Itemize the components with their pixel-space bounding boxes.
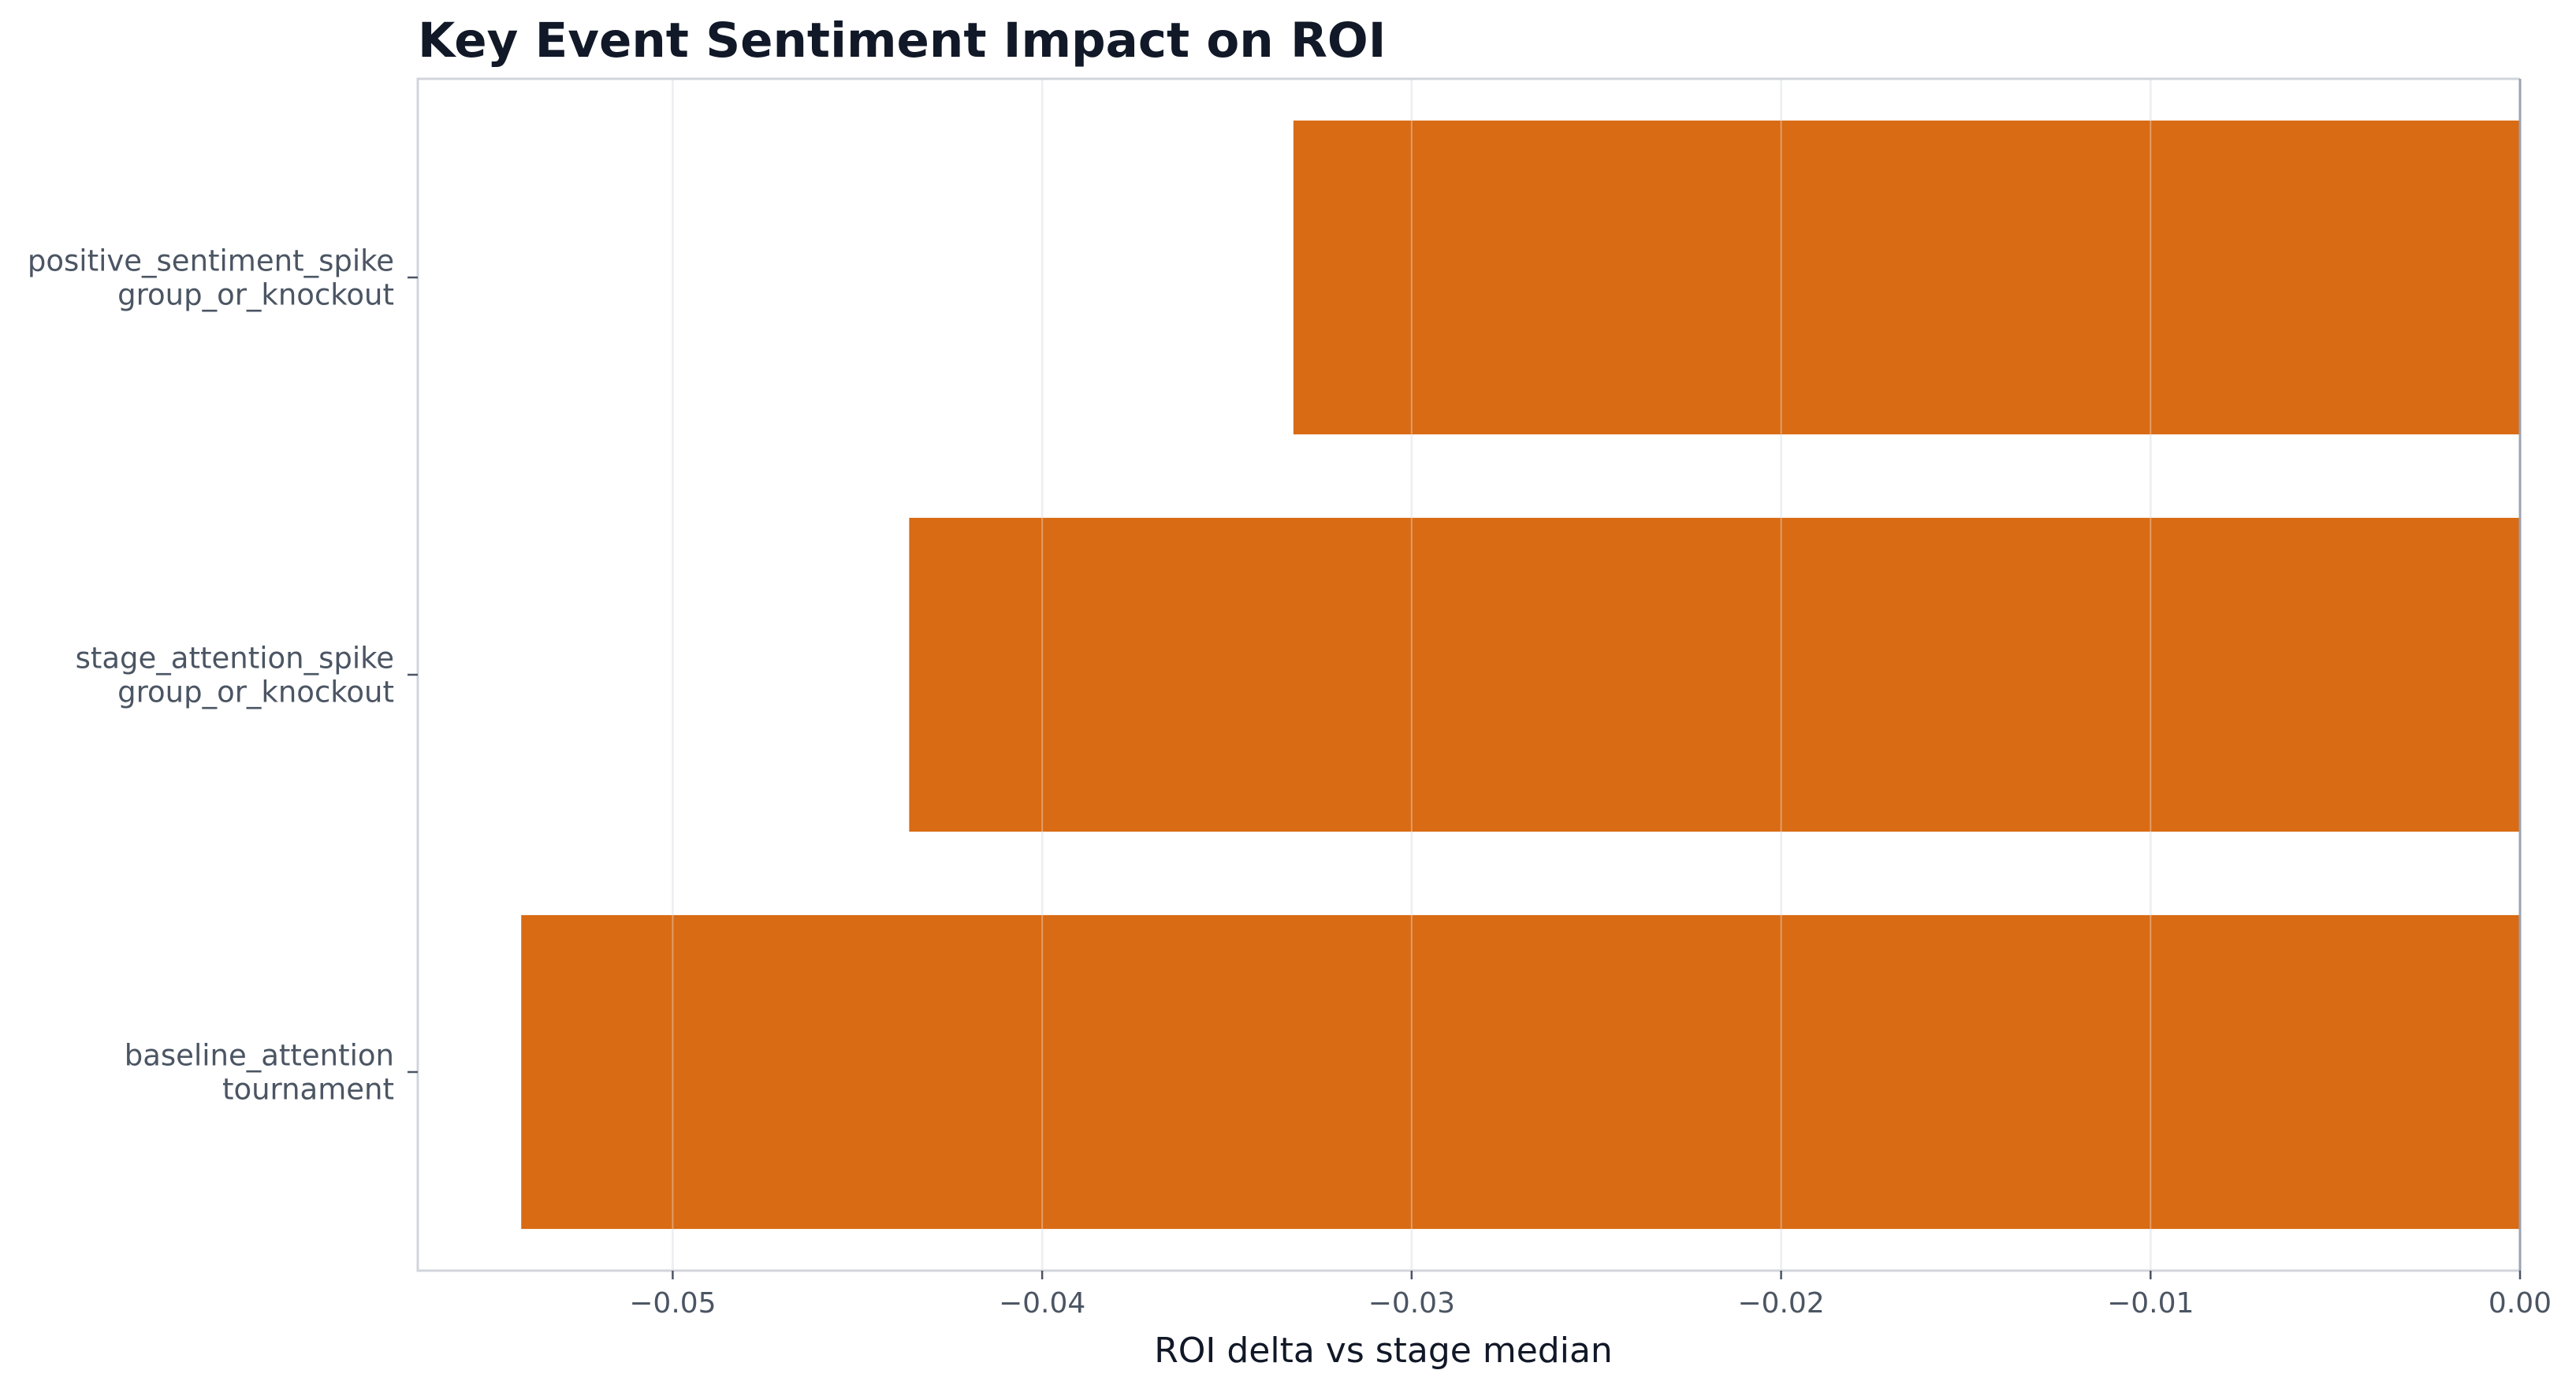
bar (1293, 120, 2520, 435)
bar (521, 914, 2521, 1230)
x-tick-label: −0.01 (2107, 1287, 2194, 1320)
x-tick-label: −0.04 (999, 1287, 1085, 1320)
y-tick-label: baseline_attention tournament (125, 1039, 394, 1107)
y-tick-label: positive_sentiment_spike group_or_knockou… (28, 244, 394, 312)
chart-title: Key Event Sentiment Impact on ROI (418, 13, 1387, 69)
x-tick-label: −0.02 (1737, 1287, 1824, 1320)
bars (521, 120, 2521, 1230)
x-tick-label: −0.05 (629, 1287, 716, 1320)
bar (909, 517, 2520, 832)
x-tick-label: −0.03 (1368, 1287, 1455, 1320)
y-tick-label: stage_attention_spike group_or_knockout (76, 642, 394, 709)
x-axis-label: ROI delta vs stage median (1154, 1331, 1613, 1371)
axes: −0.05 −0.04 −0.03 −0.02 −0.01 0.00 positive_se… (28, 77, 2552, 1320)
x-tick-label: 0.00 (2489, 1287, 2552, 1320)
